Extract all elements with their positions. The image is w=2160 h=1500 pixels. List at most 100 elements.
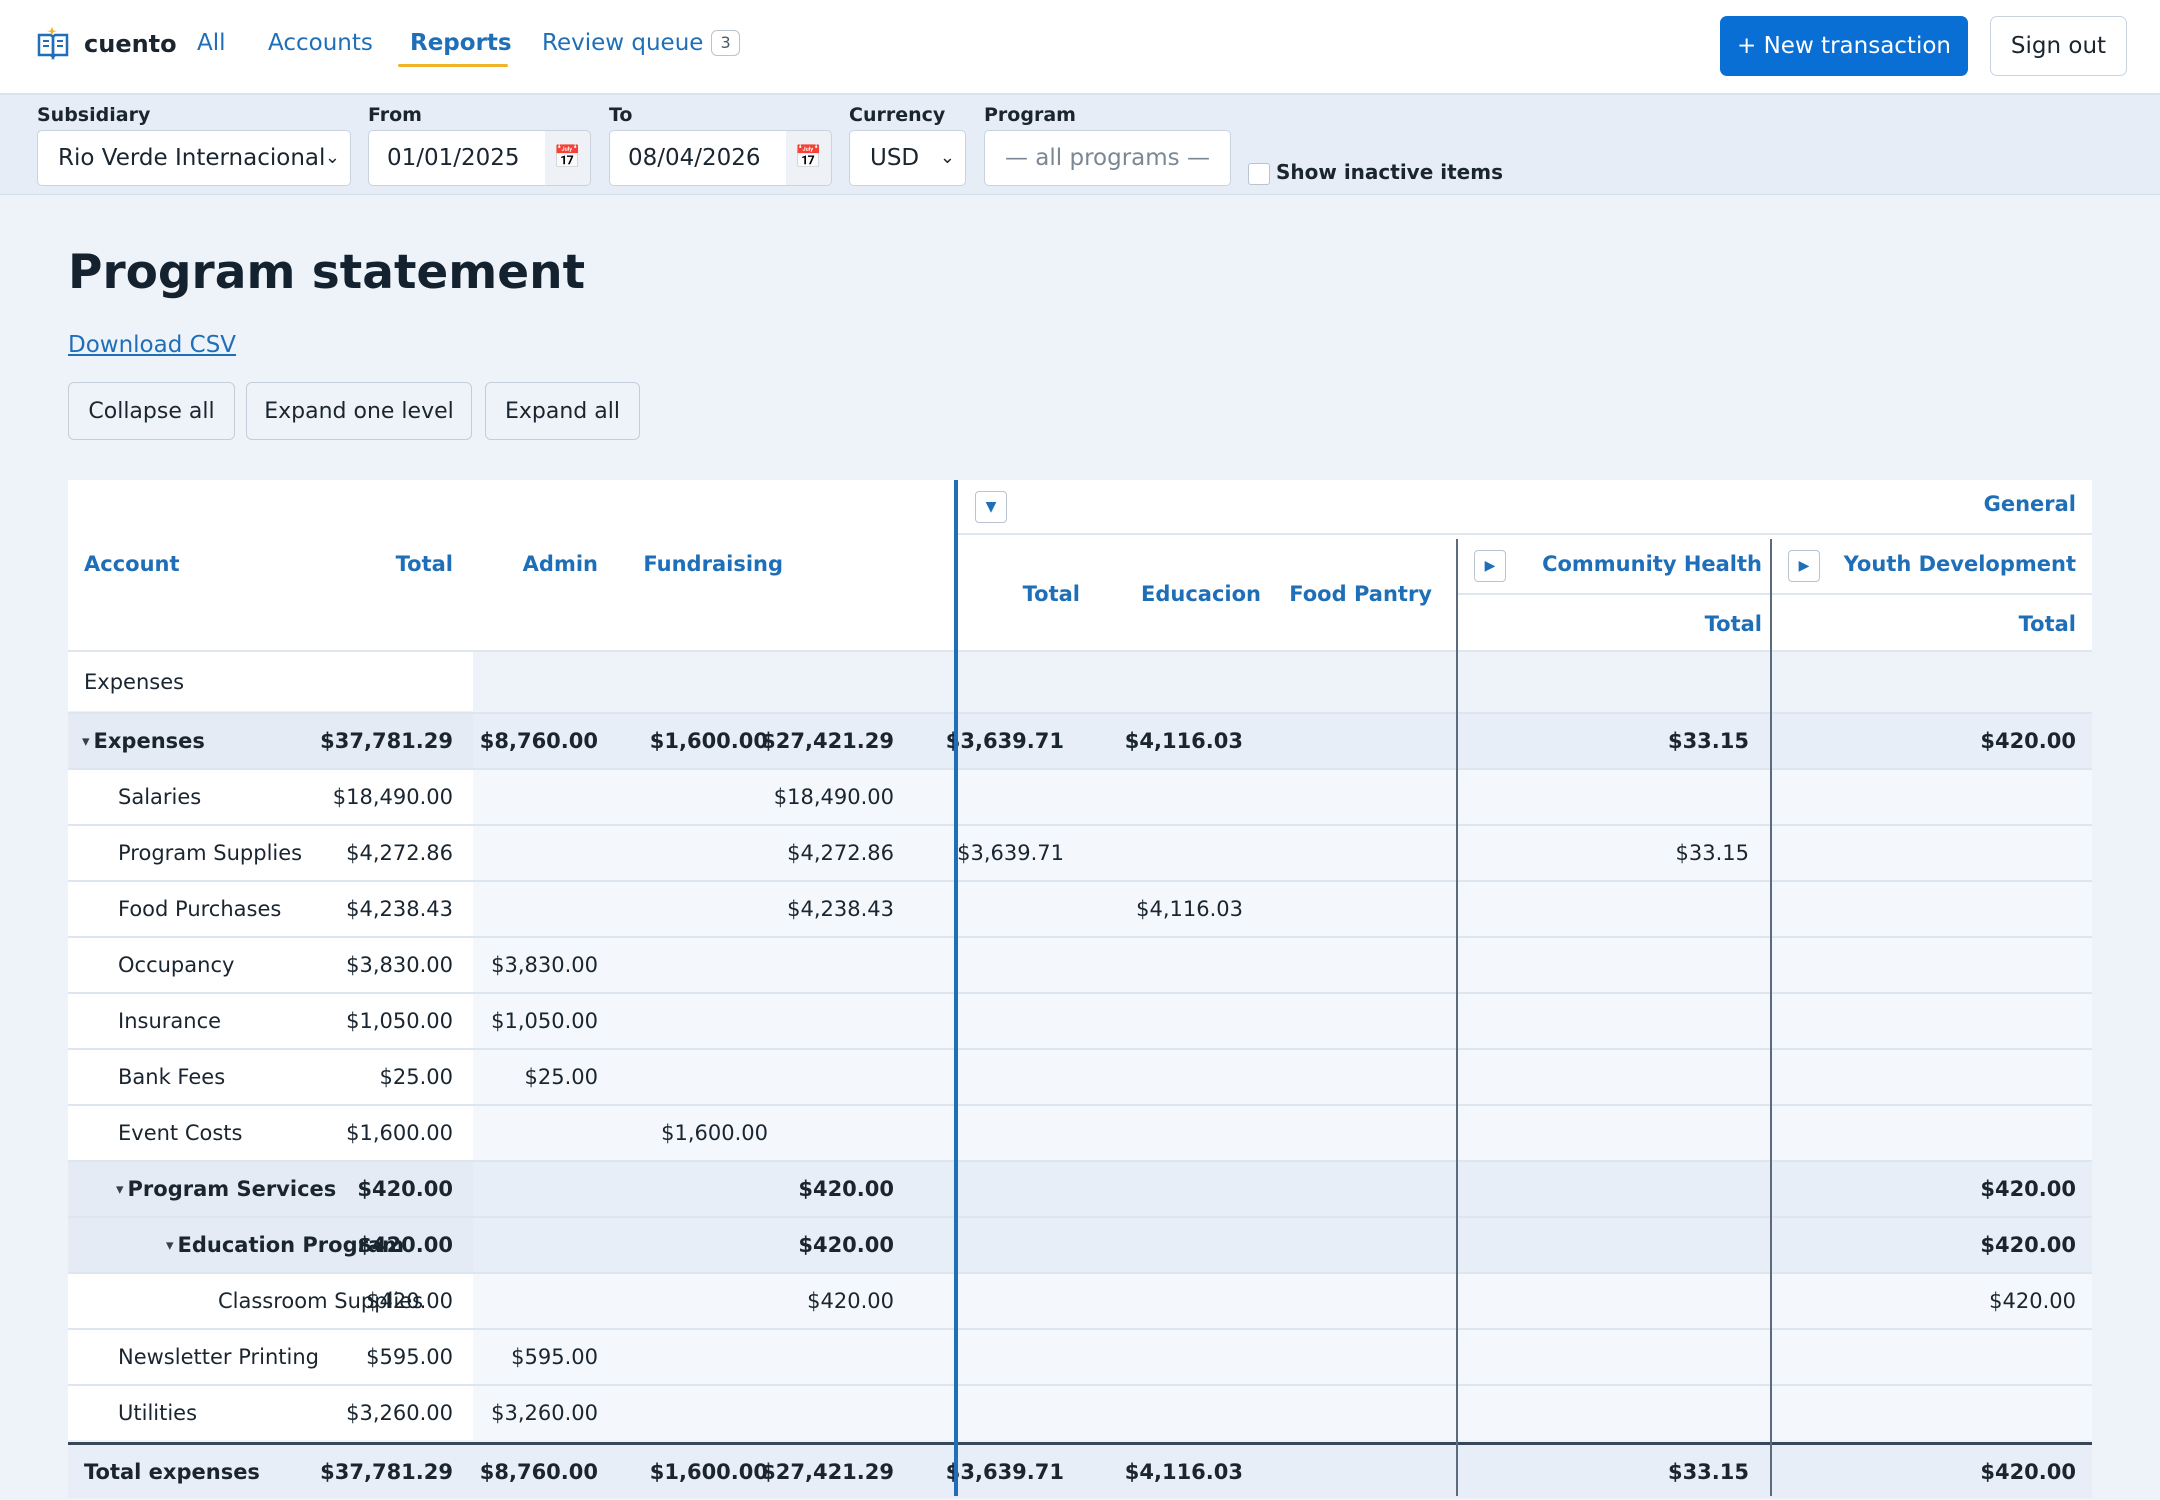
expand-community-health-button[interactable]: ▶ bbox=[1474, 550, 1506, 582]
app-name: cuento bbox=[84, 30, 177, 58]
column-header-youth-development-total[interactable]: Total bbox=[2018, 612, 2076, 636]
table-row: Occupancy $3,830.00 $3,830.00 bbox=[68, 936, 2092, 992]
group-row[interactable]: ▾ Program Services $420.00 $420.00 $420.00 bbox=[68, 1160, 2092, 1216]
account-label[interactable]: ▾ Program Services bbox=[116, 1162, 336, 1216]
account-label[interactable]: ▾ Expenses bbox=[82, 714, 205, 768]
table-row: Food Purchases $4,238.43 $4,238.43 $4,116.0… bbox=[68, 880, 2092, 936]
community-health-cell: $33.15 bbox=[1667, 1459, 1749, 1484]
account-name: Occupancy bbox=[118, 953, 235, 977]
header-divider bbox=[958, 533, 2092, 535]
book-logo-icon bbox=[36, 27, 70, 61]
account-name: Insurance bbox=[118, 1009, 222, 1033]
chevron-down-icon: ⌄ bbox=[324, 147, 340, 168]
show-inactive-label: Show inactive items bbox=[1276, 160, 1503, 184]
collapse-all-button[interactable]: Collapse all bbox=[68, 382, 235, 440]
youth-development-separator bbox=[1770, 539, 1772, 1496]
download-csv-link[interactable]: Download CSV bbox=[68, 332, 237, 358]
total-cell: $3,260.00 bbox=[346, 1401, 453, 1425]
show-inactive-checkbox[interactable] bbox=[1248, 163, 1270, 185]
nav-link-reports[interactable]: Reports bbox=[410, 30, 512, 56]
brand[interactable]: cuento bbox=[36, 27, 177, 61]
collapse-general-button[interactable]: ▼ bbox=[975, 491, 1007, 523]
section-label: Expenses bbox=[84, 669, 185, 694]
total-cell: $37,781.29 bbox=[320, 1459, 453, 1484]
column-header-admin[interactable]: Admin bbox=[522, 552, 598, 576]
community-health-separator bbox=[1456, 539, 1458, 1496]
active-tab-indicator bbox=[398, 64, 508, 67]
account-label: Food Purchases bbox=[118, 882, 281, 936]
total-cell: $18,490.00 bbox=[332, 785, 453, 809]
page-title: Program statement bbox=[68, 245, 586, 300]
program-placeholder: — all programs — bbox=[1005, 145, 1210, 171]
column-header-food-pantry[interactable]: Food Pantry bbox=[1289, 582, 1432, 606]
column-header-youth-development[interactable]: Youth Development bbox=[1843, 552, 2076, 576]
column-header-general-total[interactable]: Total bbox=[1022, 582, 1080, 606]
food-pantry-cell: $4,116.03 bbox=[1124, 1459, 1243, 1484]
column-header-community-health-total[interactable]: Total bbox=[1704, 612, 1762, 636]
youth-development-cell: $420.00 bbox=[1980, 729, 2076, 753]
account-name: Newsletter Printing bbox=[118, 1345, 319, 1369]
admin-cell: $8,760.00 bbox=[479, 1459, 598, 1484]
from-date-input[interactable]: 01/01/2025 bbox=[368, 130, 546, 186]
total-cell: $37,781.29 bbox=[320, 729, 453, 753]
total-cell: $420.00 bbox=[357, 1233, 453, 1257]
general-total-cell: $420.00 bbox=[798, 1177, 894, 1201]
total-cell: $595.00 bbox=[366, 1345, 453, 1369]
general-total-cell: $420.00 bbox=[807, 1289, 894, 1313]
table-row: Insurance $1,050.00 $1,050.00 bbox=[68, 992, 2092, 1048]
account-label: Total expenses bbox=[84, 1445, 260, 1498]
column-header-community-health[interactable]: Community Health bbox=[1542, 552, 1762, 576]
general-group-separator bbox=[954, 480, 958, 1496]
review-queue-count-badge: 3 bbox=[711, 30, 740, 56]
to-calendar-icon[interactable]: 📅 bbox=[786, 130, 832, 186]
currency-select[interactable]: USD ⌄ bbox=[849, 130, 966, 186]
general-total-cell: $27,421.29 bbox=[761, 729, 894, 753]
account-name: Program Services bbox=[127, 1177, 337, 1201]
new-transaction-button[interactable]: + New transaction bbox=[1720, 16, 1968, 76]
chevron-down-icon: ⌄ bbox=[939, 147, 955, 168]
table-row: Event Costs $1,600.00 $1,600.00 bbox=[68, 1104, 2092, 1160]
caret-down-icon[interactable]: ▾ bbox=[116, 1180, 124, 1198]
food-pantry-cell: $4,116.03 bbox=[1124, 729, 1243, 753]
account-label[interactable]: ▾ Education Program bbox=[166, 1218, 404, 1272]
nav-link-review-queue[interactable]: Review queue 3 bbox=[542, 30, 740, 56]
section-label-row: Expenses bbox=[68, 652, 2092, 711]
caret-down-icon[interactable]: ▾ bbox=[82, 732, 90, 750]
column-header-total[interactable]: Total bbox=[395, 552, 453, 576]
expand-all-button[interactable]: Expand all bbox=[485, 382, 640, 440]
sign-out-button[interactable]: Sign out bbox=[1990, 16, 2127, 76]
from-calendar-icon[interactable]: 📅 bbox=[545, 130, 591, 186]
youth-development-cell: $420.00 bbox=[1980, 1459, 2076, 1484]
total-cell: $1,050.00 bbox=[346, 1009, 453, 1033]
expand-one-level-button[interactable]: Expand one level bbox=[246, 382, 472, 440]
account-name: Education Program bbox=[177, 1233, 405, 1257]
group-row[interactable]: ▾ Expenses $37,781.29 $8,760.00 $1,600.00 $27… bbox=[68, 712, 2092, 768]
table-header: Account Total Admin Fundraising ▼ Genera… bbox=[68, 480, 2092, 652]
account-name: Event Costs bbox=[118, 1121, 243, 1145]
general-total-cell: $4,238.43 bbox=[787, 897, 894, 921]
admin-cell: $3,260.00 bbox=[491, 1401, 598, 1425]
educacion-cell: $3,639.71 bbox=[957, 841, 1064, 865]
column-header-account[interactable]: Account bbox=[84, 552, 180, 576]
caret-down-icon[interactable]: ▾ bbox=[166, 1236, 174, 1254]
column-header-general[interactable]: General bbox=[1983, 492, 2076, 516]
expand-youth-development-button[interactable]: ▶ bbox=[1788, 550, 1820, 582]
column-header-educacion[interactable]: Educacion bbox=[1141, 582, 1261, 606]
account-name: Program Supplies bbox=[118, 841, 303, 865]
nav-link-accounts[interactable]: Accounts bbox=[268, 30, 373, 56]
general-total-cell: $18,490.00 bbox=[773, 785, 894, 809]
column-header-fundraising[interactable]: Fundraising bbox=[643, 552, 783, 576]
admin-cell: $595.00 bbox=[511, 1345, 598, 1369]
header-divider bbox=[1458, 593, 2092, 595]
nav-link-all[interactable]: All bbox=[197, 30, 226, 56]
group-row[interactable]: ▾ Education Program $420.00 $420.00 $420.00 bbox=[68, 1216, 2092, 1272]
program-select[interactable]: — all programs — bbox=[984, 130, 1231, 186]
subsidiary-select[interactable]: Rio Verde Internacional ⌄ bbox=[37, 130, 351, 186]
educacion-cell: $3,639.71 bbox=[945, 1459, 1064, 1484]
account-name: Expenses bbox=[93, 729, 205, 753]
to-date-input[interactable]: 08/04/2026 bbox=[609, 130, 787, 186]
to-date-value: 08/04/2026 bbox=[628, 145, 761, 171]
currency-label: Currency bbox=[849, 104, 946, 126]
review-queue-label: Review queue bbox=[542, 30, 704, 56]
admin-cell: $25.00 bbox=[524, 1065, 598, 1089]
